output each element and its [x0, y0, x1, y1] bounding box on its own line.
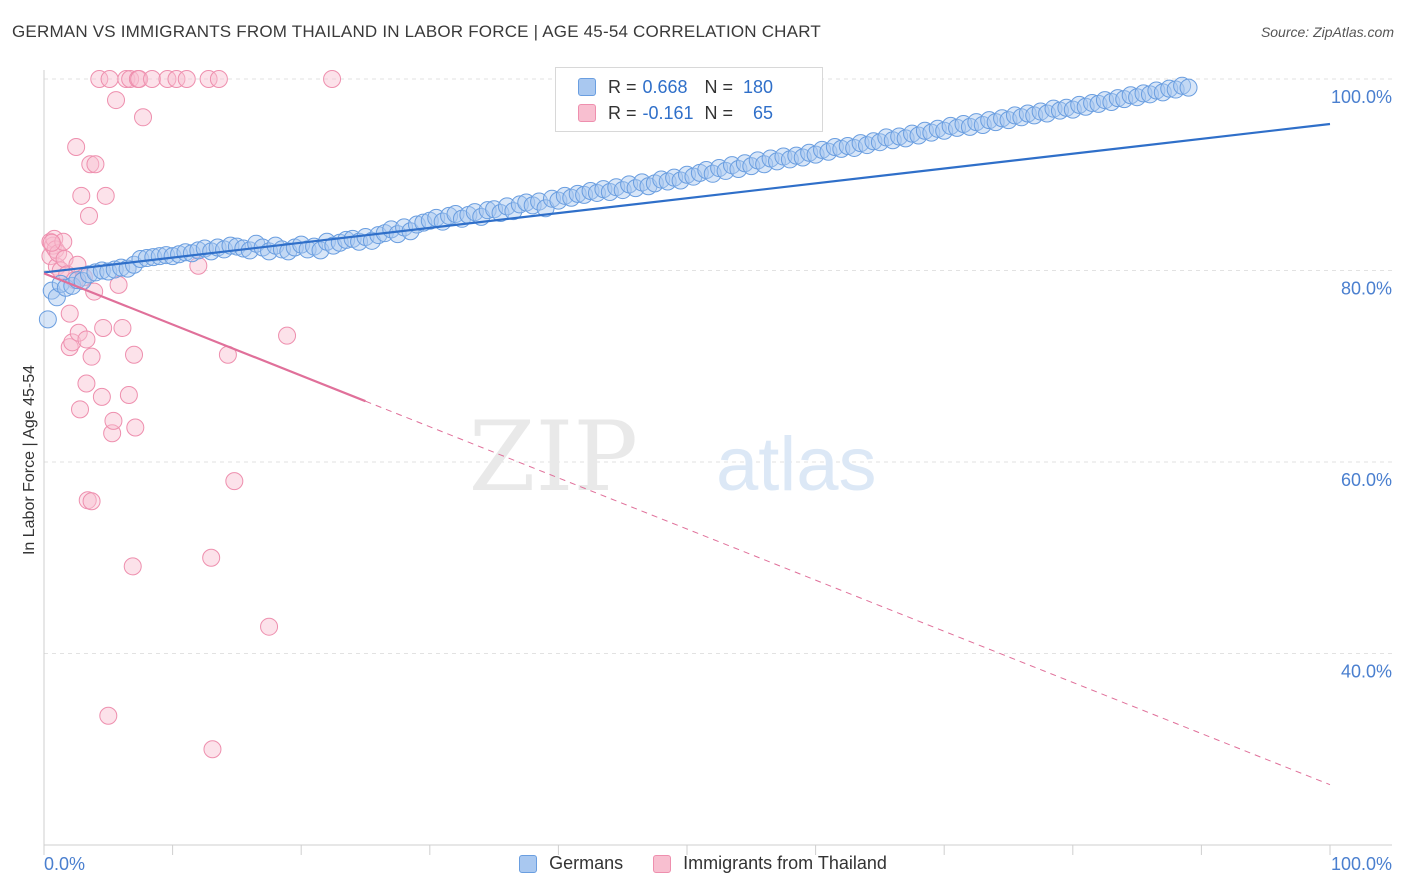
thailand-point [134, 108, 153, 127]
watermark: ZIP atlas [469, 401, 877, 513]
watermark-atlas: atlas [716, 422, 877, 507]
germans-point [510, 195, 529, 214]
thailand-point [96, 186, 115, 205]
thailand-point [60, 338, 79, 357]
thailand-point [60, 304, 79, 323]
axes [43, 70, 1392, 855]
thailand-point [125, 345, 144, 364]
thailand-points [41, 70, 342, 759]
legend-n-label: N = [704, 102, 734, 123]
thailand-point [42, 233, 61, 252]
thailand-point [82, 492, 101, 511]
thailand-point [72, 186, 91, 205]
legend-item-thailand[interactable]: Immigrants from Thailand [653, 853, 887, 874]
germans-point [1173, 76, 1192, 95]
legend-r-label: R = [608, 76, 637, 97]
germans-point [86, 263, 105, 282]
tick-labels: 40.0% 60.0% 80.0% 100.0% 0.0% 100.0% [44, 87, 1392, 874]
thailand-point [92, 387, 111, 406]
y-tick-label: 100.0% [1331, 87, 1392, 107]
germans-n-value: 180 [743, 76, 774, 97]
thailand-point [167, 70, 186, 88]
thailand-point [177, 70, 196, 88]
legend-item-germans[interactable]: Germans [519, 853, 623, 874]
thailand-point [77, 374, 96, 393]
thailand-point [121, 70, 140, 88]
thailand-point [100, 70, 119, 88]
watermark-zip: ZIP [469, 401, 638, 513]
germans-point [825, 137, 844, 156]
thailand-point [260, 617, 279, 636]
grid-lines [44, 78, 1392, 654]
thailand-n-value: 65 [753, 102, 774, 123]
thailand-point [81, 155, 100, 174]
thailand-point [82, 347, 101, 366]
germans-swatch [578, 78, 596, 96]
germans-point [170, 245, 189, 264]
y-tick-label: 60.0% [1341, 470, 1392, 490]
thailand-point [199, 70, 218, 88]
thailand-point [126, 418, 145, 437]
thailand-point [209, 70, 228, 88]
thailand-point [86, 155, 105, 174]
thailand-legend-label: Immigrants from Thailand [683, 853, 887, 873]
thailand-point [123, 557, 142, 576]
thailand-point [69, 323, 88, 342]
germans-r-value: 0.668 [642, 76, 688, 97]
thailand-point [63, 333, 82, 352]
thailand-point [203, 740, 222, 759]
thailand-point [225, 472, 244, 491]
series-legend: Germans Immigrants from Thailand [0, 853, 1406, 874]
thailand-point [109, 275, 128, 294]
x-tick-label: 0.0% [44, 854, 85, 874]
germans-point [47, 288, 66, 307]
thailand-point [71, 400, 90, 419]
y-tick-label: 40.0% [1341, 662, 1392, 682]
thailand-swatch [578, 104, 596, 122]
germans-legend-swatch [519, 854, 538, 873]
thailand-point [90, 70, 109, 88]
thailand-point [94, 318, 113, 337]
germans-point [1179, 78, 1198, 97]
germans-trend-line [43, 122, 1331, 274]
chart-title: GERMAN VS IMMIGRANTS FROM THAILAND IN LA… [12, 22, 821, 41]
germans-point [63, 276, 82, 295]
thailand-point [104, 411, 123, 430]
thailand-point [323, 70, 342, 88]
correlation-legend: R = 0.668 N = 180 R = -0.161 N = 65 [555, 67, 823, 132]
thailand-point [99, 706, 118, 725]
thailand-point [278, 326, 297, 345]
thailand-point [80, 206, 99, 225]
trend-lines [43, 122, 1331, 786]
germans-point [1044, 99, 1063, 118]
germans-legend-label: Germans [549, 853, 624, 873]
source-credit: Source: ZipAtlas.com [1260, 24, 1394, 40]
thailand-trend-line [43, 272, 366, 403]
thailand-point [107, 91, 126, 110]
thailand-point [143, 70, 162, 88]
legend-n-label: N = [704, 76, 734, 97]
thailand-point [77, 330, 96, 349]
legend-row-thailand: R = -0.161 N = 65 [578, 101, 773, 125]
thailand-point [130, 70, 149, 88]
thailand-point [113, 318, 132, 337]
legend-r-label: R = [608, 102, 637, 123]
thailand-point [119, 385, 138, 404]
y-tick-label: 80.0% [1341, 279, 1392, 299]
thailand-point [67, 137, 86, 156]
thailand-point [158, 70, 177, 88]
x-tick-label: 100.0% [1331, 854, 1392, 874]
germans-point [38, 310, 57, 329]
thailand-r-value: -0.161 [642, 102, 694, 123]
thailand-legend-swatch [653, 854, 672, 873]
thailand-trend-extrapolation [365, 400, 1331, 786]
legend-row-germans: R = 0.668 N = 180 [578, 75, 773, 99]
thailand-point [202, 548, 221, 567]
germans-point [504, 202, 523, 221]
